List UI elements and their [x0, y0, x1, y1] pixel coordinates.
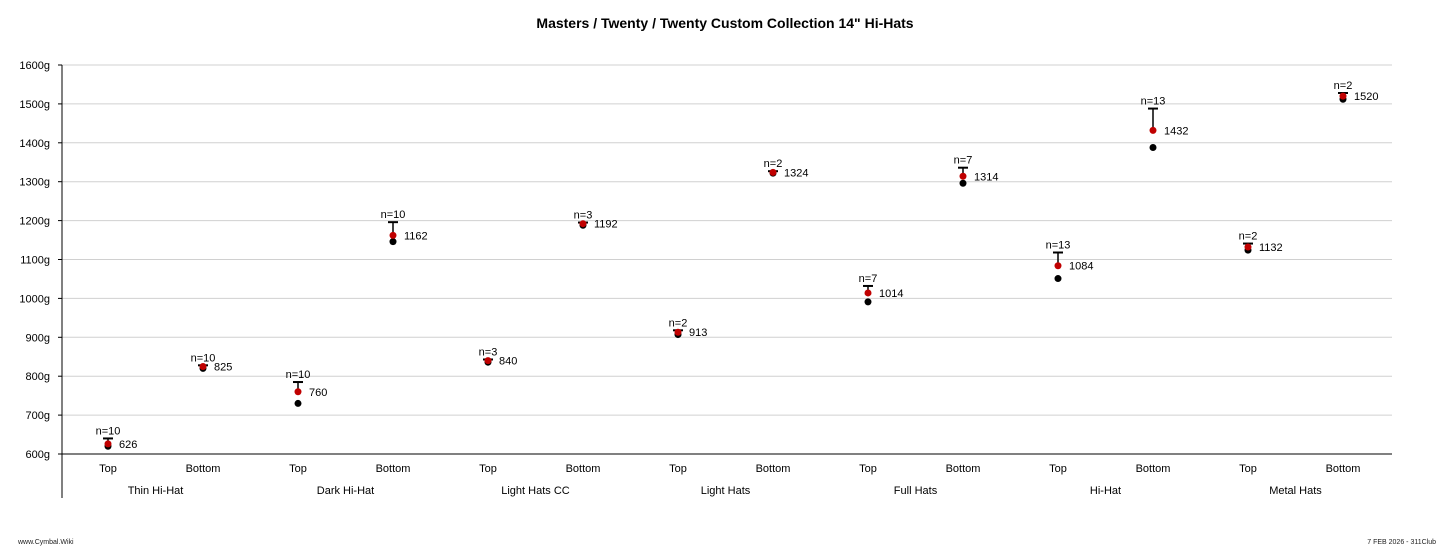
y-tick-label: 600g	[26, 449, 50, 461]
data-label: 825	[214, 361, 232, 373]
data-label: 1162	[404, 230, 428, 242]
min-point	[864, 298, 872, 306]
y-tick-label: 1000g	[19, 293, 50, 305]
min-point	[1054, 275, 1062, 283]
x-group-label: Light Hats	[701, 485, 751, 497]
mean-point	[389, 231, 397, 239]
y-tick-label: 1300g	[19, 177, 50, 189]
mean-point	[1054, 262, 1062, 270]
x-group-label: Hi-Hat	[1090, 485, 1121, 497]
marks-layer	[103, 92, 1348, 450]
sample-size-label: n=2	[1239, 231, 1258, 243]
mean-point	[1244, 243, 1252, 251]
y-tick-label: 1200g	[19, 216, 50, 228]
mean-point	[769, 168, 777, 176]
chart-title: Masters / Twenty / Twenty Custom Collect…	[536, 15, 913, 31]
y-tick-label: 1500g	[19, 99, 50, 111]
sample-size-label: n=2	[1334, 80, 1353, 92]
x-group-label: Full Hats	[894, 485, 938, 497]
x-tick-label: Top	[859, 463, 877, 475]
mean-point	[1149, 126, 1157, 134]
x-tick-label: Bottom	[566, 463, 601, 475]
min-point	[294, 399, 302, 407]
sample-size-label: n=10	[381, 209, 406, 221]
data-label: 1192	[594, 219, 618, 231]
x-tick-label: Top	[289, 463, 307, 475]
x-tick-label: Top	[99, 463, 117, 475]
sample-size-label: n=13	[1141, 96, 1166, 108]
mean-point	[104, 440, 112, 448]
y-tick-label: 700g	[26, 410, 50, 422]
sample-size-label: n=10	[96, 425, 121, 437]
min-point	[1149, 143, 1157, 151]
data-label: 1324	[784, 167, 808, 179]
sample-size-label: n=10	[191, 352, 216, 364]
data-label: 760	[309, 387, 327, 399]
x-tick-label: Top	[1049, 463, 1067, 475]
min-point	[959, 179, 967, 187]
x-tick-label: Top	[669, 463, 687, 475]
x-tick-label: Bottom	[376, 463, 411, 475]
mean-point	[1339, 92, 1347, 100]
sample-size-label: n=3	[479, 346, 498, 358]
x-group-label: Dark Hi-Hat	[317, 485, 374, 497]
x-group-label: Metal Hats	[1269, 485, 1322, 497]
y-tick-label: 1400g	[19, 138, 50, 150]
x-tick-label: Bottom	[1136, 463, 1171, 475]
footer-right: 7 FEB 2026 - 311Club	[1367, 539, 1436, 546]
data-label: 626	[119, 439, 137, 451]
x-group-label: Light Hats CC	[501, 485, 570, 497]
sample-size-label: n=7	[954, 155, 973, 167]
x-tick-label: Top	[1239, 463, 1257, 475]
y-tick-label: 1100g	[20, 255, 50, 267]
x-tick-label: Bottom	[186, 463, 221, 475]
data-label: 1314	[974, 171, 998, 183]
y-tick-label: 800g	[26, 371, 50, 383]
axis-layer: 600g 700g 800g 900g 1000g 1100g 1200g 1300g 1400…	[19, 60, 1392, 498]
mean-point	[579, 220, 587, 228]
sample-size-label: n=2	[764, 158, 783, 170]
data-label: 840	[499, 356, 517, 368]
data-label: 1014	[879, 288, 903, 300]
x-tick-label: Bottom	[1326, 463, 1361, 475]
x-tick-label: Bottom	[756, 463, 791, 475]
data-label: 913	[689, 327, 707, 339]
sample-size-label: n=2	[669, 317, 688, 329]
footer-left: www.Cymbal.Wiki	[17, 539, 74, 546]
data-label: 1084	[1069, 261, 1093, 273]
grid-layer	[62, 64, 1392, 416]
sample-size-label: n=7	[859, 273, 878, 285]
data-label: 1132	[1259, 242, 1283, 254]
x-tick-label: Top	[479, 463, 497, 475]
mean-point	[864, 289, 872, 297]
sample-size-label: n=10	[286, 369, 311, 381]
x-tick-label: Bottom	[946, 463, 981, 475]
sample-size-label: n=3	[574, 210, 593, 222]
y-tick-label: 900g	[26, 332, 50, 344]
mean-point	[959, 172, 967, 180]
data-label: 1432	[1164, 125, 1188, 137]
mean-point	[294, 388, 302, 396]
data-label: 1520	[1354, 91, 1378, 103]
mean-point	[674, 328, 682, 336]
min-point	[389, 238, 397, 246]
x-group-label: Thin Hi-Hat	[128, 485, 184, 497]
y-tick-label: 1600g	[19, 60, 50, 72]
sample-size-label: n=13	[1046, 239, 1071, 251]
mean-point	[484, 357, 492, 365]
mean-point	[199, 362, 207, 370]
